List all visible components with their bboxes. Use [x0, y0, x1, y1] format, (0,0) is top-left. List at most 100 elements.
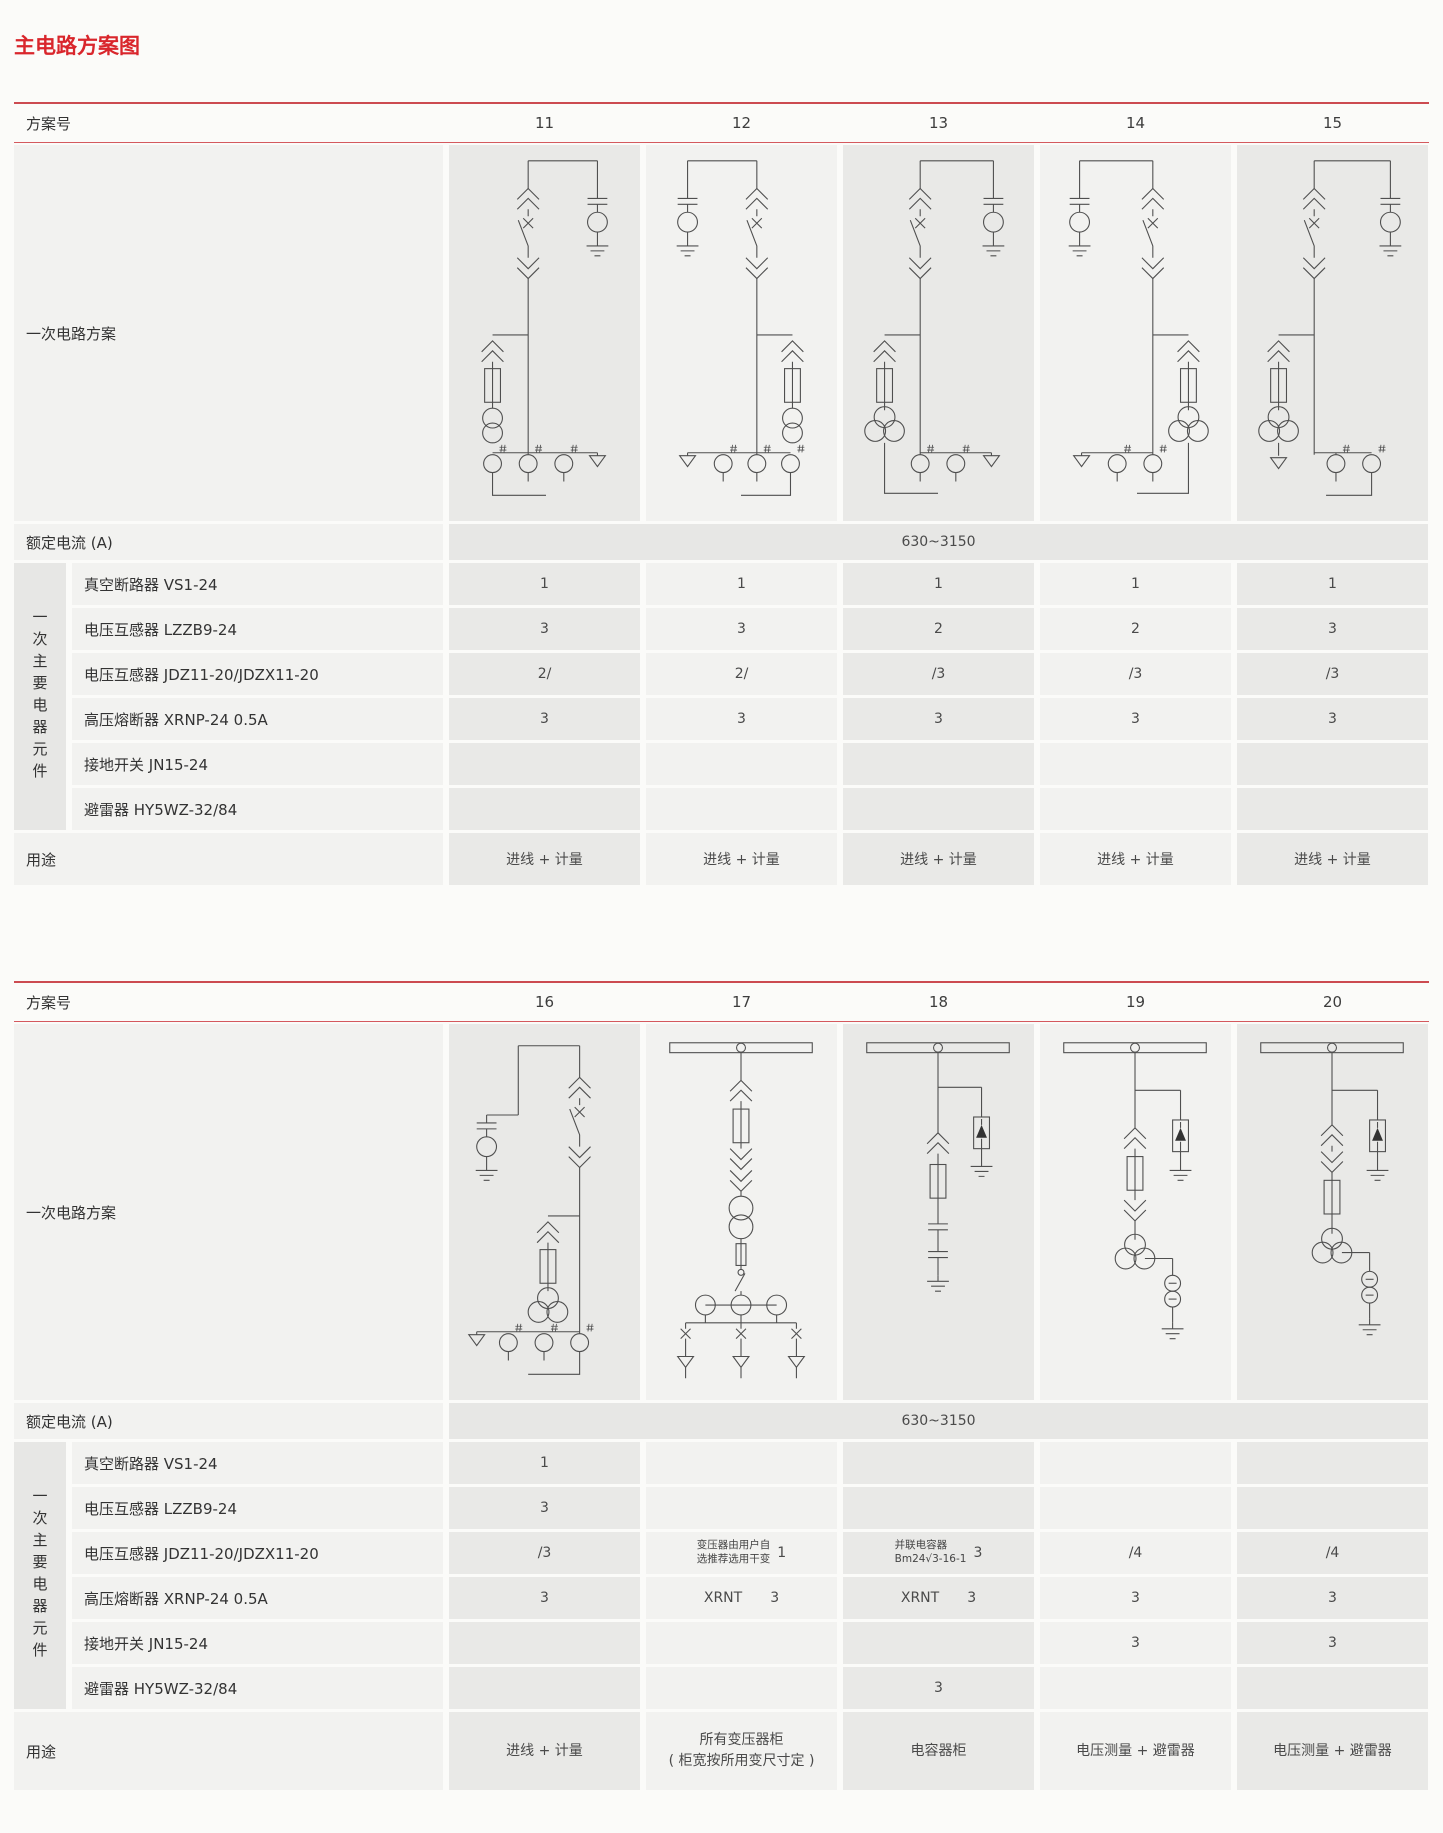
component-count: /4	[1237, 1532, 1428, 1574]
component-label: 高压熔断器 XRNP-24 0.5A	[72, 1577, 443, 1619]
component-count: 1	[843, 563, 1034, 605]
components-group-label: 一次主要电器元件	[14, 1442, 66, 1709]
component-row-vt-jdz11: 电压互感器 JDZ11-20/JDZX11-20 /3 变压器由用户自 选推荐选…	[72, 1532, 1429, 1574]
component-count: 1	[1237, 563, 1428, 605]
component-label: 电压互感器 JDZ11-20/JDZX11-20	[72, 653, 443, 695]
component-count	[1237, 788, 1428, 830]
component-count	[449, 743, 640, 785]
scheme-table-16-20: 方案号 16 17 18 19 20 一次电路方案	[14, 981, 1429, 1790]
circuit-diagram-scheme-13	[843, 145, 1034, 521]
component-row-vacuum-breaker: 真空断路器 VS1-24 1	[72, 1442, 1429, 1484]
component-count: 3	[1040, 698, 1231, 740]
circuit-diagram-scheme-19	[1040, 1024, 1231, 1400]
component-count: 1	[449, 1442, 640, 1484]
component-count: 3	[967, 1590, 977, 1606]
component-count: 3	[449, 698, 640, 740]
component-count: 2/	[449, 653, 640, 695]
page-title: 主电路方案图	[14, 34, 140, 58]
component-count	[1237, 1487, 1428, 1529]
component-count: 3	[1237, 1577, 1428, 1619]
scheme-number-label: 方案号	[26, 993, 72, 1012]
component-row-fuse-xrnp: 高压熔断器 XRNP-24 0.5A 3 3 3 3 3	[72, 698, 1429, 740]
components-group-label: 一次主要电器元件	[14, 563, 66, 830]
component-row-earth-switch: 接地开关 JN15-24 3 3	[72, 1622, 1429, 1664]
component-label: 电压互感器 LZZB9-24	[72, 1487, 443, 1529]
component-row-vacuum-breaker: 真空断路器 VS1-24 1 1 1 1 1	[72, 563, 1429, 605]
component-label: 真空断路器 VS1-24	[72, 563, 443, 605]
usage-value: 电压测量 + 避雷器	[1237, 1712, 1428, 1790]
component-count: 2	[843, 608, 1034, 650]
component-count	[1040, 1487, 1231, 1529]
scheme-number: 15	[1322, 114, 1343, 132]
scheme-table-11-15: 方案号 11 12 13 14 15 一次电路方案	[14, 102, 1429, 885]
component-count: /3	[449, 1532, 640, 1574]
component-row-earth-switch: 接地开关 JN15-24	[72, 743, 1429, 785]
fuse-type: XRNT	[703, 1590, 743, 1606]
component-row-vt-lzzb9: 电压互感器 LZZB9-24 3	[72, 1487, 1429, 1529]
component-label: 真空断路器 VS1-24	[72, 1442, 443, 1484]
component-count-xrnt: XRNT 3	[843, 1577, 1034, 1619]
component-count: 3	[1040, 1577, 1231, 1619]
rated-current-row: 额定电流 (A) 630~3150	[14, 1403, 1429, 1439]
circuit-diagram-row: 一次电路方案	[14, 145, 1429, 521]
component-row-vt-lzzb9: 电压互感器 LZZB9-24 3 3 2 2 3	[72, 608, 1429, 650]
usage-value: 进线 + 计量	[1237, 833, 1428, 885]
component-count: 1	[777, 1545, 787, 1561]
component-count: 3	[1237, 698, 1428, 740]
component-count: 2	[1040, 608, 1231, 650]
usage-row: 用途 进线 + 计量 所有变压器柜 ( 柜宽按所用变尺寸定 ) 电容器柜 电压测…	[14, 1712, 1429, 1790]
rated-current-label: 额定电流 (A)	[14, 1403, 443, 1439]
component-count: 3	[646, 698, 837, 740]
rated-current-label: 额定电流 (A)	[14, 524, 443, 560]
component-row-arrester: 避雷器 HY5WZ-32/84	[72, 788, 1429, 830]
component-count: 3	[646, 608, 837, 650]
component-count: 3	[449, 1487, 640, 1529]
scheme-number: 17	[731, 993, 752, 1011]
scheme-number: 13	[928, 114, 949, 132]
usage-value: 电压测量 + 避雷器	[1040, 1712, 1231, 1790]
component-count-with-note: 并联电容器 Bm24√3-16-1 3	[843, 1532, 1034, 1574]
capacitor-note: 并联电容器 Bm24√3-16-1	[894, 1539, 967, 1565]
component-label: 避雷器 HY5WZ-32/84	[72, 788, 443, 830]
component-count	[843, 1442, 1034, 1484]
component-count	[449, 788, 640, 830]
scheme-number: 19	[1125, 993, 1146, 1011]
component-count: 3	[1237, 608, 1428, 650]
circuit-diagram-row: 一次电路方案	[14, 1024, 1429, 1400]
component-count: 3	[449, 608, 640, 650]
component-count	[646, 1487, 837, 1529]
usage-value: 进线 + 计量	[449, 1712, 640, 1790]
circuit-diagram-scheme-11	[449, 145, 640, 521]
rated-current-row: 额定电流 (A) 630~3150	[14, 524, 1429, 560]
component-count	[449, 1622, 640, 1664]
component-count: 1	[646, 563, 837, 605]
usage-value: 进线 + 计量	[843, 833, 1034, 885]
component-count: /3	[1040, 653, 1231, 695]
component-count	[1040, 743, 1231, 785]
scheme-number: 18	[928, 993, 949, 1011]
scheme-number: 12	[731, 114, 752, 132]
circuit-diagram-scheme-18	[843, 1024, 1034, 1400]
component-count-xrnt: XRNT 3	[646, 1577, 837, 1619]
component-count: 3	[1040, 1622, 1231, 1664]
component-count: 1	[1040, 563, 1231, 605]
components-block: 一次主要电器元件 真空断路器 VS1-24 1 电压互感器 LZZB9-24 3	[14, 1442, 1429, 1709]
component-count: 3	[1237, 1622, 1428, 1664]
component-count: /3	[1237, 653, 1428, 695]
component-count	[646, 1622, 837, 1664]
fuse-type: XRNT	[900, 1590, 940, 1606]
component-count: 3	[843, 1667, 1034, 1709]
circuit-diagram-scheme-20	[1237, 1024, 1428, 1400]
component-label: 接地开关 JN15-24	[72, 1622, 443, 1664]
component-count	[1040, 1442, 1231, 1484]
rated-current-value: 630~3150	[449, 1403, 1428, 1439]
component-label: 电压互感器 LZZB9-24	[72, 608, 443, 650]
component-count: 3	[449, 1577, 640, 1619]
circuit-diagram-scheme-14	[1040, 145, 1231, 521]
scheme-number-row: 方案号 16 17 18 19 20	[14, 981, 1429, 1022]
component-count	[1237, 1667, 1428, 1709]
component-count: 2/	[646, 653, 837, 695]
transformer-note: 变压器由用户自 选推荐选用干变	[696, 1539, 771, 1565]
usage-row: 用途 进线 + 计量 进线 + 计量 进线 + 计量 进线 + 计量 进线 + …	[14, 833, 1429, 885]
